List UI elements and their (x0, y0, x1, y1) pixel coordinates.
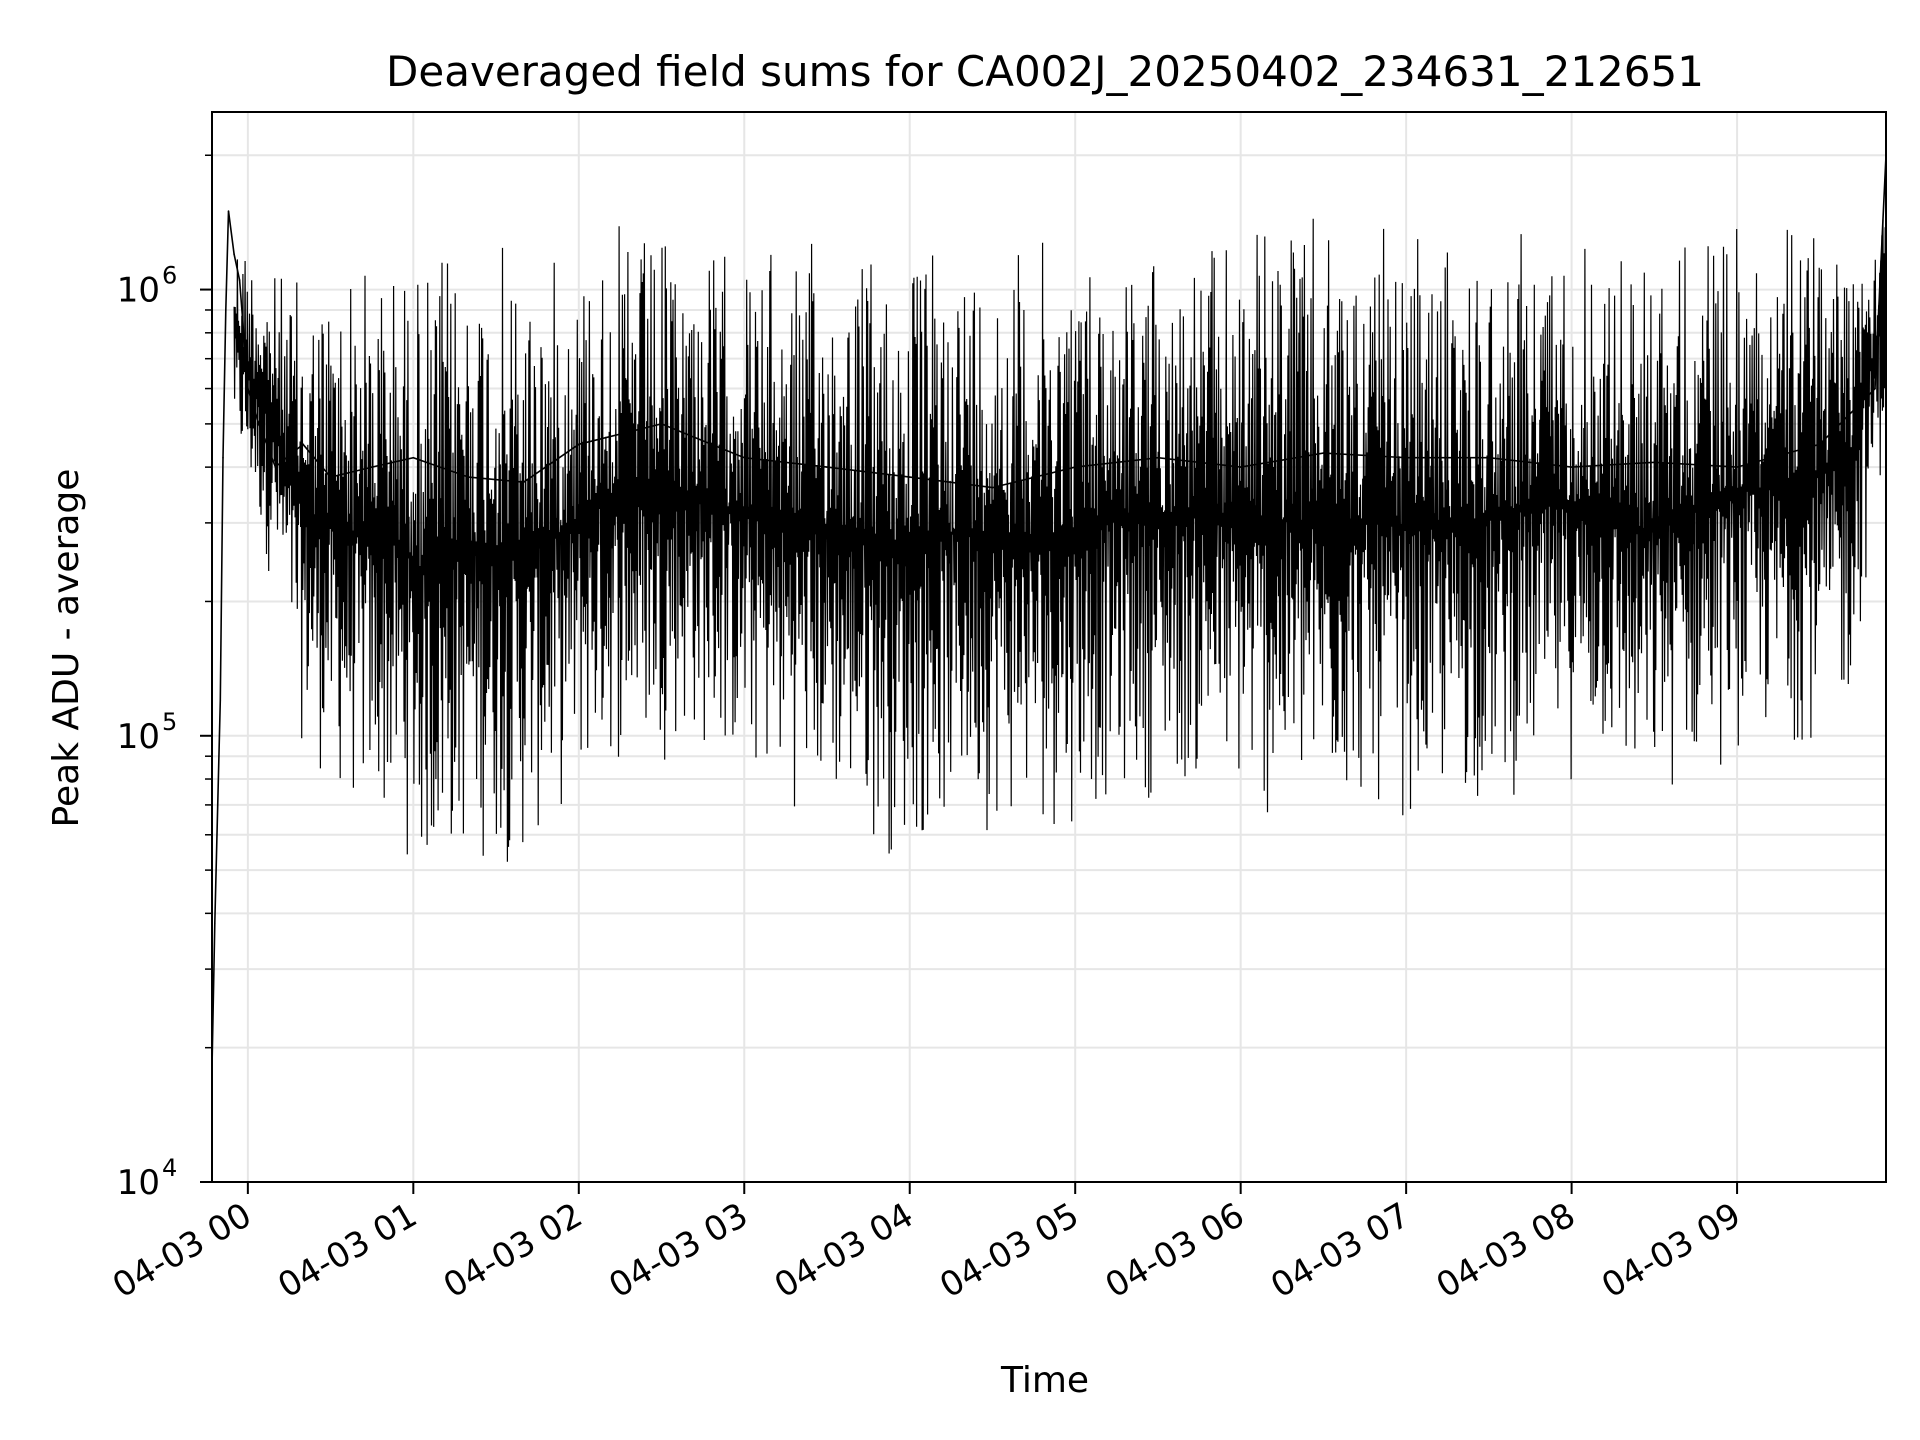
series-point (214, 922, 216, 925)
series-point (522, 481, 525, 484)
series-point (743, 456, 746, 459)
series-point (1570, 466, 1573, 468)
series-point (219, 699, 222, 702)
y-tick-label: 10 4 (117, 1154, 178, 1203)
x-axis-label: Time (1000, 1360, 1089, 1401)
series-point (1819, 443, 1821, 446)
series-point (578, 443, 580, 446)
plot-frame (211, 111, 1887, 1183)
series-point (1653, 461, 1656, 464)
series-point (1157, 456, 1159, 459)
series-point (1239, 466, 1242, 468)
series-point (467, 476, 470, 478)
y-tick-exponent: 4 (162, 1154, 177, 1182)
y-tick-label: 10 6 (117, 262, 178, 311)
chart-title: Deaveraged field sums for CA002J_2025040… (386, 47, 1704, 96)
y-tick-base: 10 (117, 271, 160, 311)
y-tick-base: 10 (117, 1163, 160, 1203)
series-point (274, 466, 277, 468)
y-tick-label: 10 5 (117, 708, 178, 757)
series-point (222, 456, 224, 459)
series-point (908, 476, 911, 478)
series-point (225, 309, 227, 311)
series-point (1322, 452, 1325, 454)
series-point (826, 466, 828, 468)
series-point (233, 253, 235, 255)
series-point (1488, 456, 1490, 459)
series-point (660, 423, 663, 425)
series-point (991, 486, 994, 489)
series-point (1736, 466, 1738, 468)
series-point (227, 210, 230, 212)
series-point (1874, 387, 1876, 390)
series-oscillation (233, 218, 1887, 862)
series-point (247, 387, 249, 390)
series-point (1074, 466, 1076, 468)
series-point (371, 466, 373, 468)
series-point (258, 423, 260, 425)
series-point (302, 443, 304, 446)
series-point (238, 279, 241, 281)
series-line-group (211, 154, 1887, 1069)
series-point (329, 476, 332, 478)
y-axis-label: Peak ADU - average (46, 469, 87, 828)
y-tick-exponent: 5 (162, 708, 177, 736)
series-point (412, 456, 415, 459)
series-point (1405, 456, 1407, 459)
y-tick-base: 10 (117, 717, 160, 757)
y-tick-exponent: 6 (162, 262, 177, 290)
